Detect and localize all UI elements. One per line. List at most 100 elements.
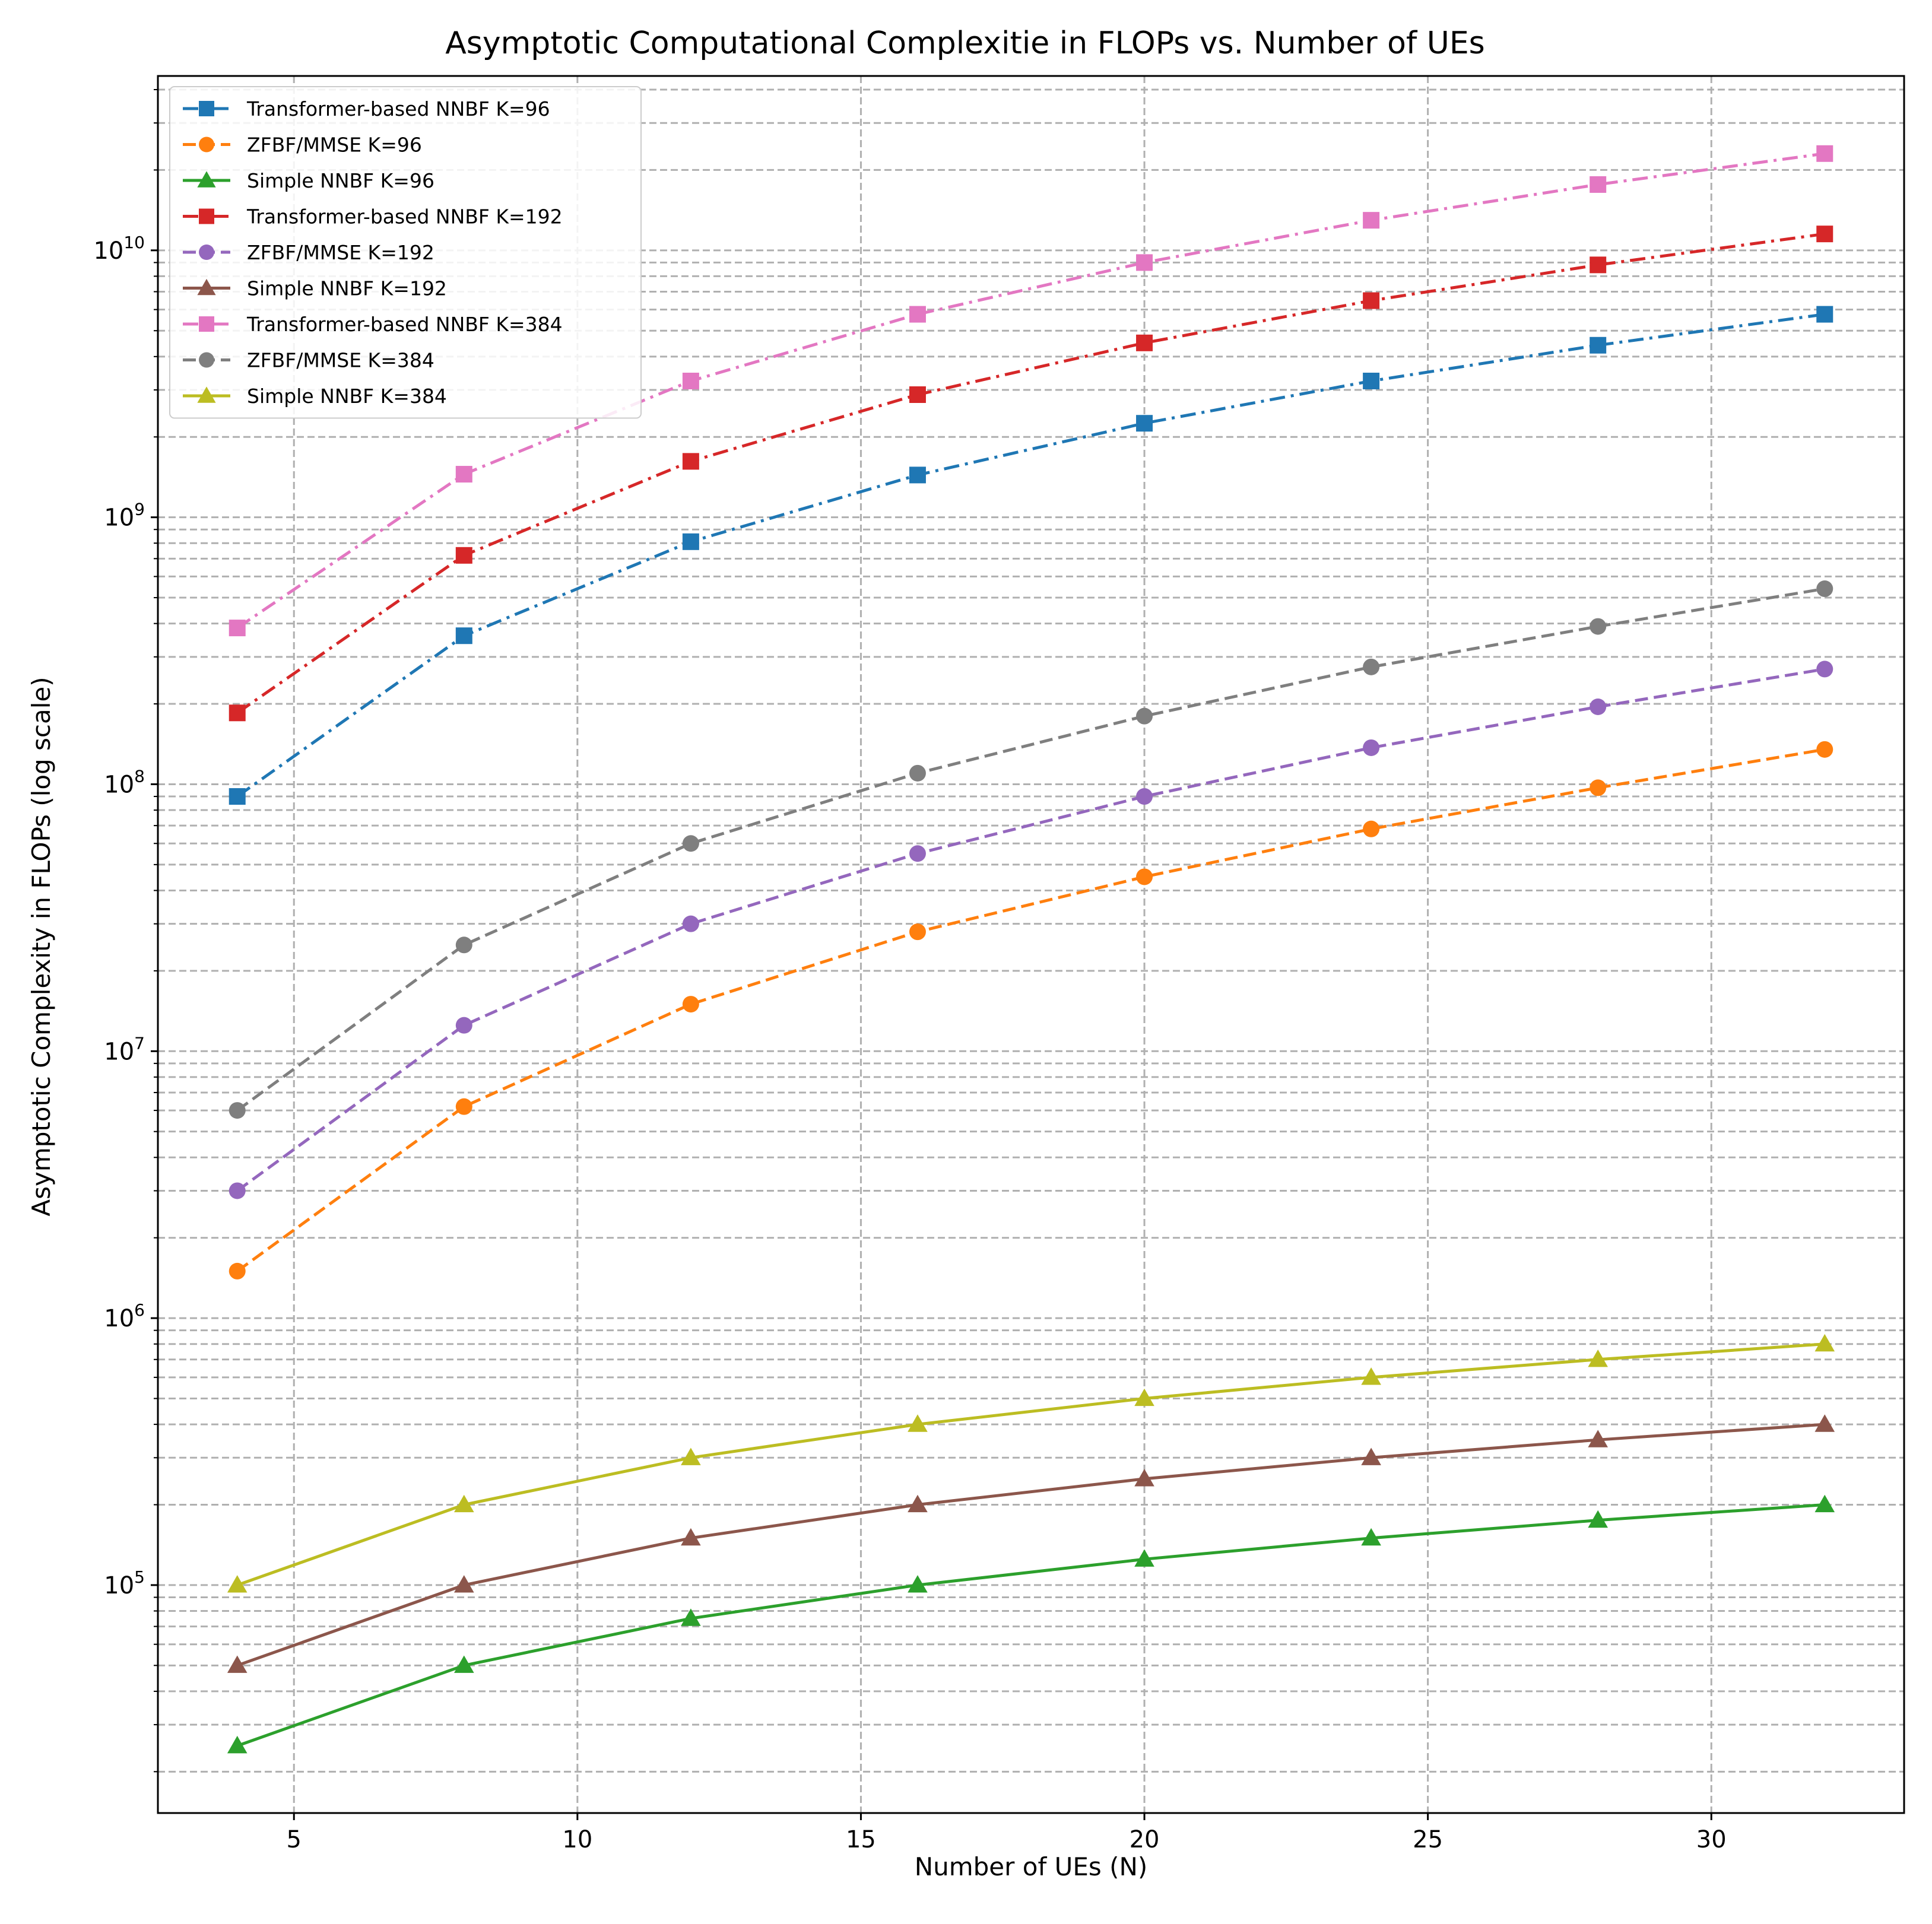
data-point-marker <box>229 704 246 722</box>
x-tick-label: 25 <box>1413 1826 1443 1853</box>
data-point-marker <box>909 306 926 323</box>
legend-box <box>169 86 642 419</box>
data-point-marker <box>227 1735 248 1754</box>
legend-label: Simple NNBF K=192 <box>247 277 447 300</box>
legend-entry: Transformer-based NNBF K=192 <box>183 205 563 228</box>
data-point-marker <box>454 1494 474 1513</box>
data-point-marker <box>454 1575 474 1593</box>
legend-entry: ZFBF/MMSE K=192 <box>183 241 434 264</box>
legend-label: ZFBF/MMSE K=192 <box>247 241 434 264</box>
data-point-marker <box>1363 820 1380 837</box>
series-4 <box>229 226 1833 722</box>
data-point-marker <box>1134 1388 1154 1407</box>
data-point-marker <box>682 453 699 470</box>
series-line <box>236 1342 1825 1587</box>
data-point-marker <box>908 1494 928 1513</box>
data-point-marker <box>1361 1367 1381 1385</box>
legend-marker <box>197 171 216 188</box>
plot-frame <box>157 75 1905 1814</box>
series-3 <box>227 1494 1835 1754</box>
data-point-marker <box>229 1102 246 1119</box>
legend-label: ZFBF/MMSE K=96 <box>247 134 422 157</box>
data-point-marker <box>681 1528 701 1546</box>
data-point-marker <box>909 466 926 484</box>
data-point-marker <box>1588 1510 1608 1528</box>
data-point-marker <box>1590 779 1607 796</box>
data-point-marker <box>229 1182 246 1199</box>
data-point-marker <box>1361 1528 1381 1546</box>
x-axis-label: Number of UEs (N) <box>915 1852 1148 1881</box>
data-point-marker <box>1136 334 1153 351</box>
data-point-marker <box>455 466 472 483</box>
legend-marker <box>199 316 214 332</box>
data-point-marker <box>1136 415 1153 432</box>
grid-lines <box>158 76 1904 1813</box>
y-tick-label: 108 <box>104 766 145 798</box>
legend-entry: Transformer-based NNBF K=96 <box>183 97 550 120</box>
series-6 <box>227 1414 1835 1673</box>
data-point-marker <box>229 620 246 637</box>
x-tick-label: 20 <box>1130 1826 1160 1853</box>
legend-entry: Simple NNBF K=192 <box>183 277 447 300</box>
data-point-marker <box>909 845 926 862</box>
data-point-marker <box>908 1575 928 1593</box>
legend-entry: Simple NNBF K=384 <box>183 385 447 408</box>
legend-entry: ZFBF/MMSE K=384 <box>183 349 434 372</box>
y-tick-label: 109 <box>104 500 145 532</box>
y-axis-label: Asymptotic Complexity in FLOPs (log scal… <box>27 677 56 1216</box>
data-point-marker <box>1363 658 1380 675</box>
series-7 <box>229 145 1833 637</box>
series-9 <box>227 1334 1835 1593</box>
data-point-marker <box>1816 741 1833 758</box>
data-point-marker <box>1136 868 1153 885</box>
data-point-marker <box>1588 1430 1608 1447</box>
x-tick-label: 5 <box>287 1826 302 1853</box>
data-point-marker <box>909 386 926 404</box>
data-point-marker <box>908 1414 928 1432</box>
data-point-marker <box>227 1575 248 1593</box>
series-lines <box>227 145 1835 1754</box>
legend-label: Transformer-based NNBF K=96 <box>246 97 550 120</box>
data-point-marker <box>1590 336 1607 354</box>
data-point-marker <box>1363 372 1380 389</box>
data-point-marker <box>682 533 699 550</box>
data-point-marker <box>1136 254 1153 271</box>
series-line <box>236 1503 1825 1748</box>
data-point-marker <box>1816 580 1833 598</box>
series-line <box>236 232 1825 715</box>
data-point-marker <box>455 936 472 954</box>
series-1 <box>229 306 1833 805</box>
data-point-marker <box>455 547 472 564</box>
legend-entry: ZFBF/MMSE K=96 <box>183 134 422 157</box>
data-point-marker <box>681 1608 701 1626</box>
data-point-marker <box>454 1655 474 1673</box>
data-point-marker <box>1363 212 1380 229</box>
data-point-marker <box>682 915 699 932</box>
y-tick-label: 106 <box>104 1300 145 1332</box>
series-line <box>236 152 1825 630</box>
data-point-marker <box>682 372 699 389</box>
data-point-marker <box>1136 788 1153 805</box>
legend-marker <box>197 386 216 403</box>
legend-marker <box>199 208 214 224</box>
legend-marker <box>199 245 214 260</box>
x-tick-label: 30 <box>1696 1826 1727 1853</box>
data-point-marker <box>1816 145 1833 162</box>
data-point-marker <box>682 835 699 852</box>
data-point-marker <box>1590 176 1607 193</box>
y-tick-label: 105 <box>104 1567 145 1599</box>
data-point-marker <box>229 1262 246 1280</box>
series-line <box>236 1423 1825 1667</box>
data-point-marker <box>227 1655 248 1673</box>
data-point-marker <box>1134 1549 1154 1567</box>
legend-label: Transformer-based NNBF K=384 <box>246 313 563 336</box>
series-5 <box>229 661 1833 1199</box>
legend-marker <box>199 101 214 116</box>
legend-label: ZFBF/MMSE K=384 <box>247 349 434 372</box>
chart-title: Asymptotic Computational Complexitie in … <box>445 26 1485 61</box>
data-point-marker <box>1814 1414 1835 1432</box>
data-point-marker <box>1590 256 1607 274</box>
data-point-marker <box>1816 226 1833 243</box>
